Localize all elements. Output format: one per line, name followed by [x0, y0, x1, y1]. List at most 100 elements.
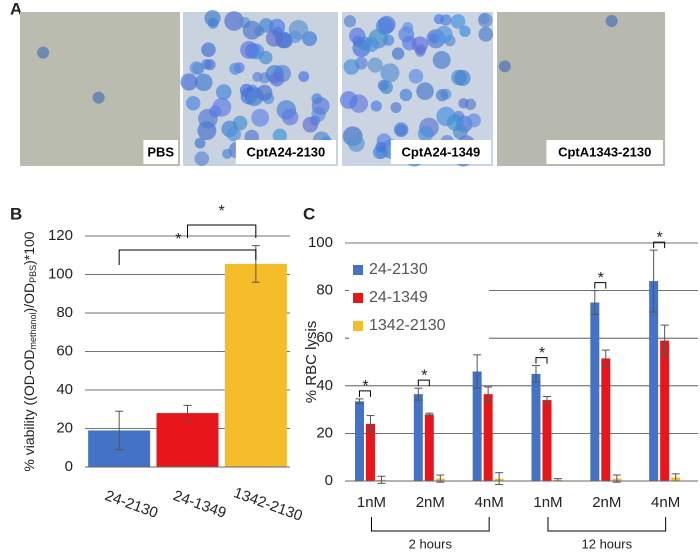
cell: [201, 42, 216, 58]
bar: [472, 371, 482, 481]
legend-swatch: [353, 265, 363, 275]
bar: [601, 358, 611, 481]
bar: [590, 302, 600, 481]
cell: [259, 50, 273, 65]
bar: [365, 423, 375, 481]
bar: [156, 413, 219, 467]
annotation: *: [598, 270, 604, 287]
y-tick-label: 60: [56, 342, 73, 359]
cell: [464, 98, 477, 110]
subscript: methanol: [28, 312, 38, 349]
legend-swatch: [353, 321, 363, 331]
cell: [281, 108, 299, 126]
annotation: *: [539, 345, 545, 362]
panel-label: C: [303, 204, 315, 223]
label-box: [546, 140, 663, 164]
cell: [347, 135, 365, 152]
cell: [288, 20, 309, 40]
cell: [311, 96, 330, 115]
cell: [272, 128, 288, 143]
annotation: *: [657, 229, 663, 246]
image-label: CptA24-2130: [247, 144, 326, 159]
cell: [380, 63, 400, 83]
cell: [194, 73, 213, 92]
cell: [215, 84, 232, 100]
bar: [483, 394, 493, 481]
cell: [399, 88, 413, 102]
x-tick-label: 24-1349: [171, 487, 229, 522]
legend: [349, 258, 489, 340]
cell: [375, 141, 387, 153]
legend-label: 24-2130: [369, 261, 428, 278]
bracket: [118, 249, 257, 265]
bracket: [358, 390, 371, 397]
cell: [198, 108, 218, 129]
cell: [466, 113, 481, 128]
bar: [531, 373, 541, 481]
y-tick-label: 0: [65, 458, 73, 475]
image-label: CptA24-1349: [402, 144, 481, 159]
y-tick-label: 40: [316, 377, 333, 394]
legend-label: 24-1349: [369, 289, 428, 306]
x-tick-label: 4nM: [651, 494, 680, 511]
x-tick-label: 1342-2130: [231, 484, 304, 525]
cell: [180, 73, 198, 91]
cell: [229, 62, 242, 75]
panel-label: B: [10, 204, 22, 223]
cell: [454, 69, 471, 87]
cell: [450, 14, 466, 29]
cell: [204, 10, 221, 27]
y-tick-label: 60: [316, 329, 333, 346]
label-box: [235, 140, 336, 164]
bracket: [187, 224, 257, 238]
subscript: PBS: [28, 265, 38, 283]
cell: [302, 116, 319, 133]
bracket: [417, 379, 430, 387]
image-label: PBS: [147, 144, 174, 159]
x-tick-label: 2nM: [416, 494, 445, 511]
annotation: *: [219, 203, 225, 220]
cell: [382, 34, 395, 46]
x-tick-label: 2nM: [592, 494, 621, 511]
y-axis-label: % RBC lysis: [303, 321, 320, 404]
bar: [424, 414, 434, 481]
image-label: CptA1343-2130: [558, 144, 651, 159]
cell: [232, 115, 248, 131]
label-part: )/OD: [21, 283, 37, 313]
y-tick-label: 120: [48, 227, 73, 244]
y-tick-label: 20: [56, 419, 73, 436]
cell: [247, 90, 258, 102]
bar: [542, 400, 552, 481]
cell: [343, 15, 357, 28]
label-box: [143, 140, 178, 164]
y-tick-label: 100: [48, 265, 73, 282]
annotation: *: [421, 367, 427, 384]
legend-label: 1342-2130: [369, 317, 446, 334]
cell: [446, 114, 464, 132]
cell: [402, 22, 414, 34]
cell: [408, 68, 424, 84]
cell: [298, 71, 310, 82]
cell: [363, 36, 379, 52]
x-tick-label: 1nM: [533, 494, 562, 511]
cell: [432, 51, 451, 69]
cell: [240, 41, 258, 59]
cell: [186, 96, 201, 111]
label-box: [390, 140, 491, 164]
cell: [37, 46, 50, 59]
legend-swatch: [353, 293, 363, 303]
cell: [265, 29, 283, 47]
cell: [256, 84, 273, 101]
cell: [367, 57, 383, 73]
cell: [478, 12, 493, 28]
cell: [269, 71, 285, 87]
cell: [498, 60, 511, 73]
cell: [391, 47, 405, 60]
y-tick-label: 80: [316, 282, 333, 299]
x-tick-label: 4nM: [475, 494, 504, 511]
y-tick-label: 80: [56, 304, 73, 321]
cell: [435, 89, 449, 102]
bar: [413, 394, 423, 481]
cell: [393, 122, 409, 137]
cell: [416, 82, 434, 101]
